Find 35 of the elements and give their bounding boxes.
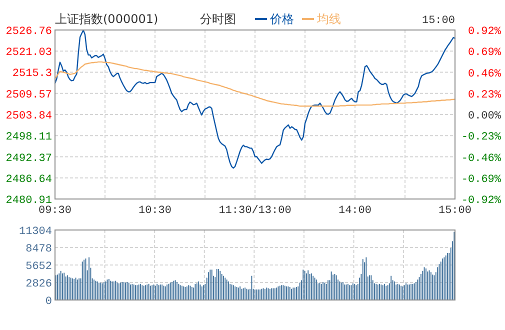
y-tick-label: 2503.84 [6,110,52,122]
y2-tick-label: -0.92% [461,195,502,207]
y2-tick-label: 0.00% [468,110,502,122]
y-tick-label: 0 [45,296,52,308]
line-series [54,61,456,107]
y-tick-label: 2498.11 [6,132,52,144]
x-tick-label: 09:30 [38,205,72,217]
y2-tick-label: -0.46% [461,152,502,165]
text: 15:00 [422,15,455,27]
y2-tick-label: 0.92% [468,26,502,38]
y-tick-label: 2509.57 [6,89,52,102]
y-tick-label: 2521.03 [6,47,52,60]
chart-subtitle: 分时图 [200,12,236,26]
y-tick-label: 2515.3 [12,68,52,80]
y2-tick-label: -0.23% [461,132,502,144]
y2-tick-label: 0.23% [468,89,502,102]
line-series [54,30,456,169]
legend-label: 价格 [269,12,294,26]
x-tick-label: 14:00 [338,205,372,217]
y-tick-label: 5652 [26,261,52,273]
y2-tick-label: 0.69% [468,47,502,60]
y2-tick-label: 0.46% [468,68,502,80]
y-tick-label: 2492.37 [6,152,52,165]
y2-tick-label: -0.69% [461,174,502,186]
x-tick-label: 15:00 [438,205,472,217]
x-tick-label: 10:30 [138,205,172,217]
legend-label: 均线 [316,12,341,26]
y-tick-label: 11304 [18,226,52,238]
y-tick-label: 2826 [26,278,52,290]
chart-title: 上证指数(000001) [55,12,158,26]
x-tick-label: 11:30/13:00 [218,205,292,217]
y-tick-label: 2526.76 [6,26,52,38]
y-tick-label: 8478 [26,244,52,256]
y-tick-label: 2486.64 [6,174,52,186]
y-tick-label: 2480.91 [6,195,52,207]
